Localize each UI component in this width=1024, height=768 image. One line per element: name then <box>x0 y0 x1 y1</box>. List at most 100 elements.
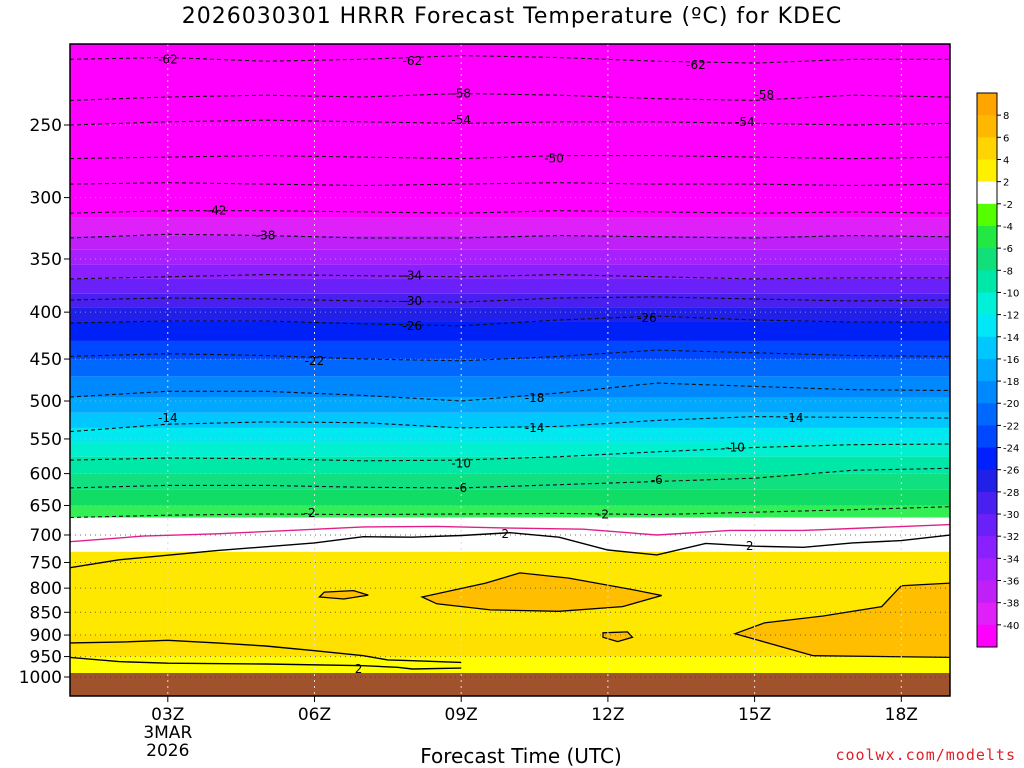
isotherm-label-14: -14 <box>784 411 804 425</box>
temp-band-900 <box>70 635 950 657</box>
isotherm-label-10: -10 <box>725 441 745 455</box>
isotherm-label-42: -42 <box>207 204 227 218</box>
temp-band-650 <box>70 505 950 518</box>
x-tick-label-03Z: 03Z <box>151 705 184 725</box>
isotherm-label-58: -58 <box>755 88 775 102</box>
isotherm-label-26: -26 <box>637 311 657 325</box>
temp-band-495 <box>70 396 950 413</box>
colorbar-swatch <box>977 115 997 138</box>
y-tick-label-350: 350 <box>30 250 62 270</box>
x-tick-label-09Z: 09Z <box>445 705 478 725</box>
x-tick-label-06Z: 06Z <box>298 705 331 725</box>
isotherm-label-14: -14 <box>158 411 178 425</box>
y-tick-label-550: 550 <box>30 430 62 450</box>
y-tick-label-900: 900 <box>30 626 62 646</box>
temp-band-342 <box>70 249 950 265</box>
isotherm-label-58: -58 <box>451 87 471 101</box>
contour-2-upper-label: 2 <box>746 539 754 553</box>
y-tick-label-250: 250 <box>30 116 62 136</box>
isotherm-label-54: -54 <box>451 113 471 127</box>
colorbar-swatch <box>977 358 997 382</box>
temp-band-410 <box>70 321 950 341</box>
temp-band-430 <box>70 340 950 360</box>
contour-2-upper <box>70 531 950 569</box>
colorbar-swatch <box>977 425 997 449</box>
temp-band-600 <box>70 473 950 490</box>
y-tick-label-850: 850 <box>30 603 62 623</box>
isotherm-label-22: -22 <box>305 354 325 368</box>
temp-band-700 <box>70 534 950 552</box>
colorbar-swatch <box>977 514 997 537</box>
colorbar-swatch <box>977 203 997 227</box>
isotherm-label-62: -62 <box>158 52 178 66</box>
colorbar-swatch <box>977 314 997 338</box>
isotherm-label-26: -26 <box>402 319 422 333</box>
temp-band-330 <box>70 235 950 250</box>
colorbar-label: 6 <box>1003 133 1009 144</box>
x-tick-sublabel: 3MAR <box>143 723 192 743</box>
contour-2-surface <box>70 656 462 670</box>
contour-2-surface-label: 2 <box>355 662 363 676</box>
isotherm-label-14: -14 <box>525 421 545 435</box>
temp-band-575 <box>70 456 950 474</box>
colorbar-swatch <box>977 447 997 471</box>
isotherm-label-50: -50 <box>544 152 564 166</box>
y-tick-label-400: 400 <box>30 303 62 323</box>
isotherm-label-6: -6 <box>651 473 663 487</box>
y-tick-label-700: 700 <box>30 526 62 546</box>
y-tick-label-600: 600 <box>30 465 62 485</box>
colorbar-label: -10 <box>1003 288 1019 299</box>
temp-band-395 <box>70 307 950 322</box>
y-tick-label-650: 650 <box>30 496 62 516</box>
colorbar-frame <box>976 92 998 648</box>
y-tick-label-800: 800 <box>30 579 62 599</box>
isotherm-label-38: -38 <box>256 229 276 243</box>
temp-band-470 <box>70 376 950 397</box>
colorbar-label: -6 <box>1003 244 1013 255</box>
chart-title: 2026030301 HRRR Forecast Temperature (ºC… <box>181 4 843 29</box>
colorbar-swatch <box>977 292 997 316</box>
ground-surface <box>70 673 950 696</box>
colorbar-swatch <box>977 602 997 626</box>
colorbar-swatch <box>977 580 997 604</box>
isotherm-label-34: -34 <box>402 269 422 283</box>
temp-band-555 <box>70 442 950 457</box>
colorbar-swatch <box>977 270 997 293</box>
isotherm-label-2: -2 <box>597 508 609 522</box>
x-tick-label-15Z: 15Z <box>738 705 771 725</box>
colorbar-label: -28 <box>1003 488 1019 499</box>
credit-link[interactable]: coolwx.com/modelts <box>835 746 1016 764</box>
colorbar-swatch <box>977 248 997 271</box>
isotherm-label-18: -18 <box>525 391 545 405</box>
y-tick-label-500: 500 <box>30 392 62 412</box>
colorbar-label: -12 <box>1003 311 1019 322</box>
temp-band-382 <box>70 293 950 308</box>
contour-2-upper-label: 2 <box>501 527 509 541</box>
temp-band-315 <box>70 217 950 236</box>
colorbar-label: -2 <box>1003 200 1013 211</box>
freezing-line <box>70 523 950 543</box>
temp-band-450 <box>70 359 950 377</box>
colorbar-swatch <box>977 558 997 582</box>
temp-band-515 <box>70 412 950 428</box>
x-tick-label-12Z: 12Z <box>591 705 624 725</box>
colorbar-label: -14 <box>1003 333 1019 344</box>
colorbar-swatch <box>977 137 997 160</box>
colorbar-label: -40 <box>1003 621 1019 632</box>
temp-band-625 <box>70 489 950 506</box>
temp-band-355 <box>70 264 950 279</box>
isotherm-label-10: -10 <box>451 457 471 471</box>
plot-frame <box>69 43 951 697</box>
colorbar-label: -24 <box>1003 444 1019 455</box>
isotherm-label-62: -62 <box>686 58 706 72</box>
contour-2-lower <box>70 639 462 664</box>
colorbar-label: 2 <box>1003 178 1009 189</box>
colorbar-label: 8 <box>1003 111 1009 122</box>
y-tick-label-1000: 1000 <box>19 668 62 688</box>
warm-core-900 <box>602 631 634 643</box>
colorbar-swatch <box>977 403 997 426</box>
colorbar-swatch <box>977 181 997 205</box>
isotherm-label-54: -54 <box>735 115 755 129</box>
colorbar-label: -20 <box>1003 399 1019 410</box>
